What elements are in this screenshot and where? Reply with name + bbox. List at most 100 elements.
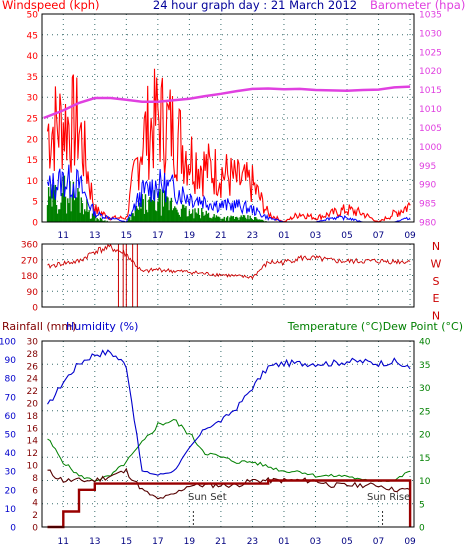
wind-x-tick-label: 03 <box>310 231 321 241</box>
baro-tick-label: 1010 <box>419 105 442 115</box>
humidity-tick-label: 0 <box>10 524 16 534</box>
wind-baro-frame <box>41 13 415 223</box>
direction-frame <box>41 243 415 308</box>
humidity-line <box>47 349 411 476</box>
dir-frame <box>41 243 415 308</box>
rainfall-tick-label: 18 <box>27 412 39 422</box>
baro-tick-label: 985 <box>419 200 436 210</box>
wind-tick-label: 20 <box>27 135 39 145</box>
rainfall-axis-title: Rainfall (mm) <box>2 320 76 333</box>
baro-tick-label: 1000 <box>419 143 442 153</box>
wind-direction-line <box>47 243 411 280</box>
dir-tick-label: 360 <box>21 241 38 251</box>
rainfall-tick-label: 6 <box>32 486 38 496</box>
rainfall-tick-label: 24 <box>27 375 39 385</box>
humidity-tick-label: 60 <box>5 412 17 422</box>
temp-x-tick-label: 09 <box>404 537 416 547</box>
compass-label: N <box>432 240 440 253</box>
temp-hum-frame <box>41 340 415 528</box>
temperature-line <box>47 418 411 482</box>
baro-tick-label: 1030 <box>419 29 442 39</box>
dir-tick-label: 180 <box>21 272 38 282</box>
baro-tick-label: 1015 <box>419 86 442 96</box>
dir-tick-label: 0 <box>32 304 38 314</box>
rainfall-tick-label: 14 <box>27 437 39 447</box>
temp-x-tick-label: 13 <box>89 537 100 547</box>
temp-tick-label: 20 <box>419 431 431 441</box>
rainfall-tick-label: 12 <box>27 449 38 459</box>
humidity-tick-label: 10 <box>5 505 17 515</box>
wind-x-tick-label: 13 <box>89 231 100 241</box>
baro-tick-label: 995 <box>419 162 436 172</box>
temp-hum-grid <box>42 340 414 528</box>
compass-label: W <box>431 257 442 270</box>
temp-frame <box>41 340 415 528</box>
humidity-tick-label: 90 <box>5 356 17 366</box>
baro-tick-label: 1025 <box>419 48 442 58</box>
wind-tick-label: 0 <box>32 219 38 229</box>
sun-rise-label: Sun Rise <box>367 492 410 503</box>
wind-tick-label: 50 <box>27 11 39 21</box>
wind-x-tick-label: 19 <box>184 231 196 241</box>
rainfall-tick-label: 30 <box>27 338 39 348</box>
humidity-tick-label: 30 <box>5 468 17 478</box>
dir-tick-label: 90 <box>27 288 39 298</box>
rainfall-tick-label: 2 <box>32 511 38 521</box>
humidity-tick-label: 70 <box>5 393 17 403</box>
wind-tick-label: 30 <box>27 94 39 104</box>
wind-x-tick-label: 09 <box>404 231 416 241</box>
temp-tick-label: 15 <box>419 454 430 464</box>
temp-tick-label: 35 <box>419 361 430 371</box>
chart-title: 24 hour graph day : 21 March 2012 <box>153 0 357 12</box>
temperature-axis-title: Temperature (°C)Dew Point (°C) <box>287 320 463 333</box>
compass-label: E <box>433 292 440 305</box>
wind-tick-label: 15 <box>27 156 38 166</box>
compass-label: N <box>432 310 440 323</box>
rainfall-tick-label: 10 <box>27 462 39 472</box>
rainfall-tick-label: 4 <box>32 499 38 509</box>
wind-tick-label: 5 <box>32 198 38 208</box>
wind-x-tick-label: 17 <box>152 231 163 241</box>
sun-set-label: Sun Set <box>188 492 227 503</box>
wind-average-line <box>47 164 411 223</box>
wind-baro-grid <box>42 13 414 223</box>
rainfall-tick-label: 28 <box>27 350 39 360</box>
windspeed-axis-title: Windspeed (kph) <box>2 0 100 12</box>
direction-series <box>47 243 411 307</box>
wind-tick-label: 10 <box>27 177 39 187</box>
wind-tick-label: 40 <box>27 52 39 62</box>
baro-tick-label: 1035 <box>419 11 442 21</box>
wind-x-tick-label: 21 <box>215 231 226 241</box>
wind-x-tick-label: 23 <box>247 231 258 241</box>
compass-label: S <box>433 275 440 288</box>
rainfall-tick-label: 26 <box>27 362 39 372</box>
baro-tick-label: 1020 <box>419 67 442 77</box>
baro-tick-label: 980 <box>419 219 436 229</box>
rainfall-line <box>47 479 412 529</box>
wind-tick-label: 45 <box>27 31 38 41</box>
dew-point-line <box>47 467 411 500</box>
wind-tick-label: 35 <box>27 73 38 83</box>
wind-baro-labels: 24 hour graph day : 21 March 2012 Windsp… <box>2 0 465 241</box>
temp-tick-label: 5 <box>419 500 425 510</box>
temp-x-tick-label: 01 <box>278 537 289 547</box>
humidity-tick-label: 80 <box>5 375 17 385</box>
wind-x-tick-label: 07 <box>373 231 384 241</box>
rainfall-tick-label: 8 <box>32 474 38 484</box>
dir-tick-label: 270 <box>21 256 38 266</box>
wind-x-tick-label: 05 <box>341 231 352 241</box>
temp-tick-label: 0 <box>419 524 425 534</box>
temp-tick-label: 25 <box>419 407 430 417</box>
temp-hum-series <box>47 349 412 529</box>
temp-tick-label: 40 <box>419 338 431 348</box>
temp-x-tick-label: 07 <box>373 537 384 547</box>
wind-baro-series <box>43 68 411 223</box>
humidity-tick-label: 20 <box>5 486 17 496</box>
barometer-line <box>43 85 411 120</box>
temp-x-tick-label: 17 <box>152 537 163 547</box>
temp-hum-labels: Rainfall (mm) Humidity (%) Temperature (… <box>0 320 463 547</box>
humidity-axis-title: Humidity (%) <box>66 320 138 333</box>
baro-tick-label: 990 <box>419 181 436 191</box>
